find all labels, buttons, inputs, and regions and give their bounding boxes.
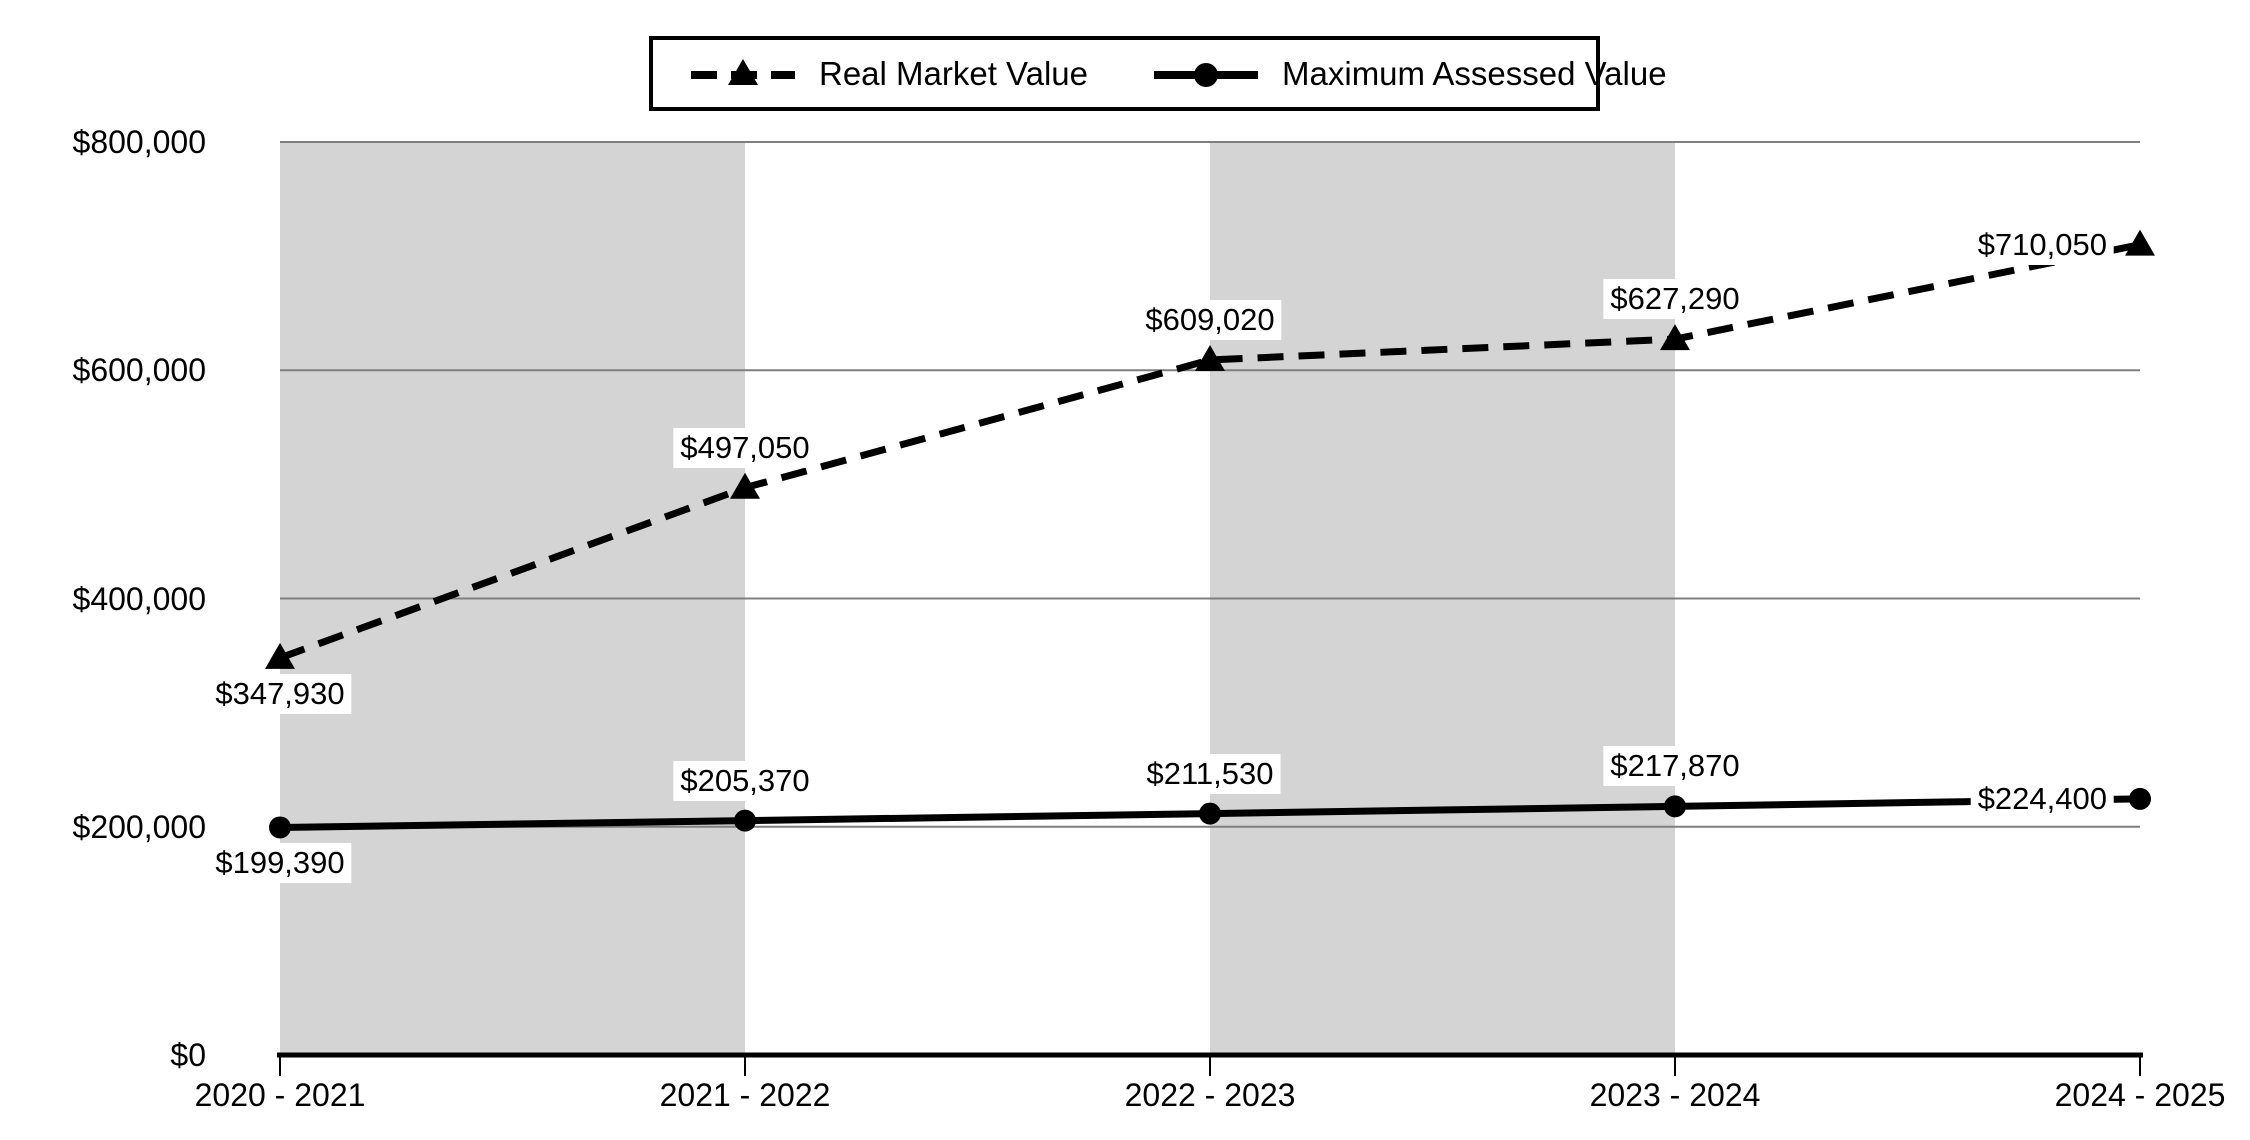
legend-item-real-market-value: Real Market Value [687, 54, 1088, 94]
x-axis-tick-label: 2020 - 2021 [194, 1077, 366, 1113]
data-point-label: $205,370 [673, 760, 817, 801]
legend-label-maximum-assessed-value: Maximum Assessed Value [1282, 55, 1667, 92]
data-point-label: $609,020 [1138, 299, 1282, 340]
circle-marker [1664, 795, 1686, 818]
x-axis-tick-label: 2022 - 2023 [1124, 1077, 1296, 1113]
x-axis-tick-label: 2023 - 2024 [1589, 1077, 1761, 1113]
legend: Real Market Value Maximum Assessed Value [649, 36, 1667, 111]
solid-line-circle-marker-icon [1154, 62, 1259, 87]
data-point-label: $224,400 [1970, 778, 2114, 819]
triangle-marker [1195, 344, 1225, 371]
data-point-label: $199,390 [208, 843, 352, 884]
circle-marker [2129, 787, 2151, 810]
data-point-label: $627,290 [1603, 279, 1747, 320]
triangle-marker [265, 642, 295, 669]
y-axis-tick-label: $0 [170, 1037, 206, 1073]
data-point-label: $211,530 [1139, 753, 1281, 794]
dashed-line-triangle-marker-icon [691, 58, 795, 85]
x-axis-tick-label: 2021 - 2022 [659, 1077, 831, 1113]
y-axis-tick-label: $400,000 [72, 580, 206, 617]
data-point-label: $217,870 [1603, 746, 1747, 787]
data-point-label: $497,050 [673, 427, 817, 468]
triangle-marker [730, 472, 760, 499]
data-point-label: $710,050 [1970, 224, 2114, 265]
y-axis-tick-label: $600,000 [72, 352, 206, 389]
circle-marker [1199, 802, 1221, 825]
y-axis-tick-label: $200,000 [72, 808, 206, 845]
circle-marker [269, 816, 291, 839]
legend-label-real-market-value: Real Market Value [819, 55, 1089, 92]
triangle-marker [1660, 324, 1690, 351]
series-line-real-market-value [278, 241, 2141, 662]
y-axis-tick-label: $800,000 [72, 124, 206, 160]
circle-marker [734, 809, 756, 832]
triangle-marker [2125, 229, 2155, 256]
data-point-label: $347,930 [208, 673, 352, 714]
x-axis-tick-label: 2024 - 2025 [2054, 1077, 2226, 1113]
legend-item-maximum-assessed-value: Maximum Assessed Value [1150, 54, 1667, 94]
